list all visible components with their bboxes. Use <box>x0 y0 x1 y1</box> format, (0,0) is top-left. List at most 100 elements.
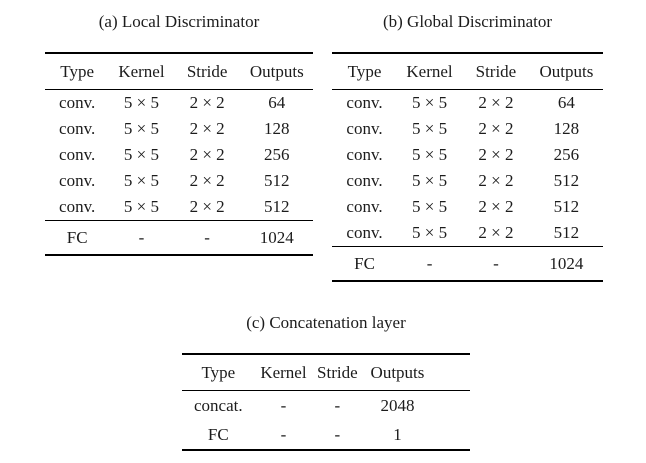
table-cell: 5 × 5 <box>123 197 160 216</box>
table-cell: 2 × 2 <box>478 223 514 242</box>
table-row: conv. 5 × 5 2 × 2 64 <box>45 90 313 116</box>
table-cell: 5 × 5 <box>412 119 448 138</box>
table-cell: 128 <box>264 119 290 138</box>
table-row: conv. 5 × 5 2 × 2 512 <box>45 194 313 220</box>
table-cell: 1 <box>393 424 402 444</box>
thin-rule <box>182 390 470 391</box>
table-cell: 5 × 5 <box>412 171 448 190</box>
column-header-type: Type <box>60 61 95 81</box>
table-cell: 5 × 5 <box>123 93 160 112</box>
table-cell: 2 × 2 <box>478 93 514 112</box>
table-cell: - <box>493 253 499 273</box>
table-cell: 256 <box>264 145 290 164</box>
thin-rule <box>332 89 603 90</box>
table-cell: 2 × 2 <box>189 145 225 164</box>
column-header-outputs: Outputs <box>370 362 425 382</box>
table-cell: conv. <box>346 119 383 138</box>
table-cell: conv. <box>346 93 383 112</box>
concatenation-layer-block: (c) Concatenation layer Type Kernel Stride… <box>182 312 470 451</box>
table-cell: FC <box>207 424 229 444</box>
table-row: conv. 5 × 5 2 × 2 256 <box>332 142 603 168</box>
thick-rule <box>45 52 313 54</box>
column-header-stride: Stride <box>317 362 358 382</box>
header-row: Type Kernel Stride Outputs <box>45 54 313 89</box>
table-cell: - <box>280 395 287 415</box>
table-cell: conv. <box>59 145 96 164</box>
column-header-kernel: Kernel <box>118 61 165 81</box>
table-cell: 512 <box>553 223 580 242</box>
thin-rule <box>45 89 313 90</box>
thick-rule <box>332 52 603 54</box>
row-group: concat. - - 2048 FC - - 1 <box>182 391 470 449</box>
thick-rule <box>332 280 603 282</box>
row-group: FC - - 1024 <box>332 247 603 280</box>
table-cell: - <box>334 424 341 444</box>
row-group: conv. 5 × 5 2 × 2 64 conv. 5 × 5 2 × 2 128 conv.… <box>332 90 603 246</box>
concatenation-layer-table: Type Kernel Stride Outputs concat. - - 2048 FC - -… <box>182 353 470 451</box>
column-header-outputs: Outputs <box>249 61 304 81</box>
table-row: conv. 5 × 5 2 × 2 512 <box>332 194 603 220</box>
table-cell: FC <box>66 227 88 247</box>
table-cell: - <box>426 253 433 273</box>
table-cell: 64 <box>557 93 575 112</box>
table-cell: concat. <box>194 395 243 415</box>
table-cell: conv. <box>59 93 96 112</box>
table-cell: 5 × 5 <box>412 145 448 164</box>
table-cell: 5 × 5 <box>412 93 448 112</box>
global-discriminator-block: (b) Global Discriminator Type Kernel Strid… <box>332 11 603 282</box>
thick-rule <box>45 254 313 256</box>
global-discriminator-table: Type Kernel Stride Outputs conv. 5 × 5 2 × 2 64… <box>332 52 603 282</box>
table-row: conv. 5 × 5 2 × 2 128 <box>332 116 603 142</box>
local-discriminator-table: Type Kernel Stride Outputs conv. 5 × 5 2 × 2 64… <box>45 52 313 256</box>
table-cell: 512 <box>264 171 290 190</box>
table-cell: conv. <box>59 119 96 138</box>
table-b-caption: (b) Global Discriminator <box>382 12 552 31</box>
table-cell: 256 <box>553 145 580 164</box>
table-cell: 128 <box>553 119 580 138</box>
thin-rule <box>332 246 603 247</box>
column-header-kernel: Kernel <box>406 61 453 81</box>
table-row: conv. 5 × 5 2 × 2 512 <box>45 168 313 194</box>
table-row: FC - - 1024 <box>332 247 603 280</box>
table-row: conv. 5 × 5 2 × 2 128 <box>45 116 313 142</box>
table-cell: 2 × 2 <box>478 145 514 164</box>
table-row: conv. 5 × 5 2 × 2 512 <box>332 168 603 194</box>
table-cell: - <box>204 227 210 247</box>
table-row: conv. 5 × 5 2 × 2 64 <box>332 90 603 116</box>
table-cell: 5 × 5 <box>123 119 160 138</box>
row-group: FC - - 1024 <box>45 221 313 254</box>
table-cell: conv. <box>59 197 96 216</box>
column-header-type: Type <box>347 61 382 81</box>
table-cell: 5 × 5 <box>123 171 160 190</box>
table-cell: 2 × 2 <box>478 171 514 190</box>
column-header-outputs: Outputs <box>539 61 594 81</box>
local-discriminator-block: (a) Local Discriminator Type Kernel Stride… <box>45 11 313 256</box>
table-cell: conv. <box>59 171 96 190</box>
table-row: conv. 5 × 5 2 × 2 512 <box>332 220 603 246</box>
column-header-stride: Stride <box>186 61 228 81</box>
table-cell: conv. <box>346 171 383 190</box>
table-cell: 5 × 5 <box>412 197 448 216</box>
table-cell: 2048 <box>380 395 415 415</box>
table-cell: FC <box>354 253 375 273</box>
header-row: Type Kernel Stride Outputs <box>332 54 603 89</box>
table-c-caption: (c) Concatenation layer <box>246 313 406 332</box>
table-cell: 2 × 2 <box>189 119 225 138</box>
table-cell: conv. <box>346 145 383 164</box>
column-header-stride: Stride <box>475 61 517 81</box>
table-cell: - <box>280 424 287 444</box>
thick-rule <box>182 353 470 355</box>
table-row: conv. 5 × 5 2 × 2 256 <box>45 142 313 168</box>
table-cell: 2 × 2 <box>189 171 225 190</box>
column-header-kernel: Kernel <box>260 362 307 382</box>
table-row: FC - - 1 <box>182 420 470 449</box>
table-cell: 64 <box>268 93 286 112</box>
table-cell: 512 <box>553 197 580 216</box>
thick-rule <box>182 449 470 451</box>
table-row: concat. - - 2048 <box>182 391 470 420</box>
table-cell: 5 × 5 <box>412 223 448 242</box>
table-cell: 2 × 2 <box>189 197 225 216</box>
table-cell: 5 × 5 <box>123 145 160 164</box>
